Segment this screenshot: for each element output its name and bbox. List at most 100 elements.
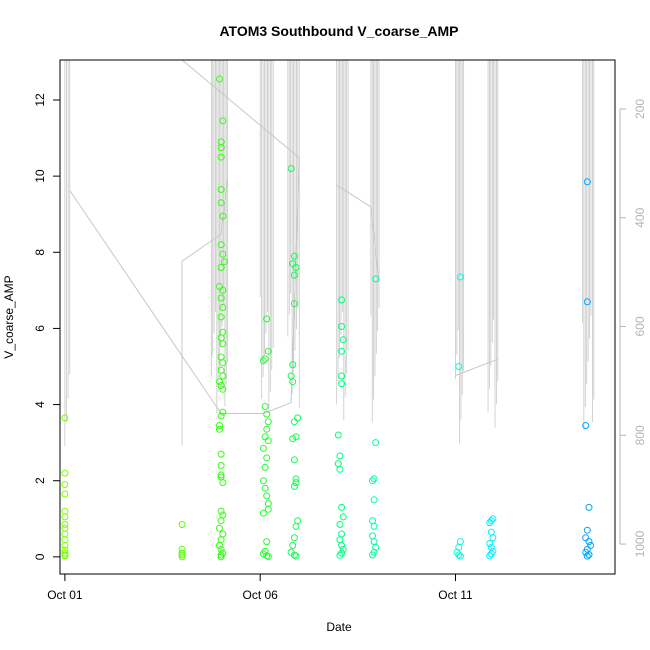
data-point (61, 536, 69, 544)
data-point (338, 372, 346, 380)
data-point (219, 530, 227, 538)
data-point (217, 382, 225, 389)
data-point (217, 264, 225, 271)
data-point (338, 380, 346, 388)
data-point (292, 264, 300, 271)
data-point (292, 475, 300, 483)
plot-frame (59, 59, 616, 575)
data-point (263, 538, 271, 546)
data-point (487, 550, 495, 558)
data-point (217, 507, 225, 515)
data-point (336, 551, 344, 559)
data-point (217, 517, 225, 525)
data-point (216, 75, 223, 83)
data-point (216, 378, 223, 386)
data-point (259, 357, 267, 365)
y-axis: 0 2 4 6 8 10 12 (33, 93, 60, 560)
data-point (583, 298, 591, 306)
y2-series-lines (64, 59, 595, 447)
data-point (219, 304, 227, 311)
data-point (489, 534, 497, 542)
data-point (178, 549, 186, 557)
data-point (261, 355, 269, 363)
data-point (287, 372, 295, 380)
data-point (217, 294, 225, 302)
data-point (219, 511, 227, 519)
data-point (263, 492, 271, 500)
data-point (219, 286, 227, 294)
data-point (219, 359, 227, 367)
data-point (219, 408, 227, 416)
data-point (487, 517, 495, 525)
data-point (455, 543, 463, 551)
data-point (372, 439, 380, 447)
data-point (264, 418, 272, 426)
data-point (217, 450, 225, 458)
y2-tick-label: 400 (633, 207, 647, 227)
data-point (217, 241, 225, 249)
y2-series-connector (181, 179, 229, 262)
data-point (370, 522, 378, 530)
data-point (336, 465, 344, 473)
data-point (486, 519, 494, 527)
y2-axis: 200 400 600 800 1000 (619, 99, 647, 557)
data-point (220, 258, 228, 266)
data-point (338, 323, 346, 330)
data-point (263, 410, 271, 418)
data-point (290, 534, 298, 542)
data-point (339, 513, 347, 521)
data-point (294, 517, 302, 525)
data-point (217, 462, 225, 469)
data-point (369, 551, 376, 559)
data-point (289, 361, 297, 369)
data-point (264, 437, 272, 445)
data-point (61, 490, 69, 498)
data-point (61, 549, 69, 557)
data-point (217, 545, 225, 553)
data-point (338, 541, 346, 549)
data-point (370, 475, 378, 483)
data-point (582, 422, 590, 429)
data-point (287, 165, 295, 172)
data-point (585, 503, 593, 511)
data-point (370, 538, 378, 546)
y2-tick-label: 800 (633, 425, 647, 445)
data-point (61, 469, 69, 477)
data-point (456, 273, 464, 281)
data-point (583, 526, 591, 534)
y-tick-label: 12 (33, 93, 47, 107)
data-point (486, 540, 494, 547)
data-point (289, 378, 297, 386)
data-point (372, 543, 380, 551)
data-point (178, 521, 186, 528)
data-point (216, 524, 223, 532)
data-point (61, 513, 69, 521)
data-point (369, 477, 376, 485)
data-point (219, 340, 227, 348)
data-point (264, 347, 272, 355)
data-point (334, 460, 342, 468)
x-tick-label: Oct 11 (438, 588, 473, 602)
data-point (61, 541, 69, 549)
data-point (338, 530, 346, 538)
data-point (219, 479, 227, 487)
data-point (217, 551, 225, 559)
data-point (455, 363, 463, 370)
data-point (219, 372, 227, 380)
data-point (264, 553, 272, 560)
y2-series-connector (455, 358, 498, 376)
data-point (259, 477, 267, 485)
y-tick-label: 4 (33, 401, 47, 408)
data-point (219, 250, 227, 258)
data-point (263, 454, 271, 462)
data-point (585, 551, 593, 559)
data-point (582, 534, 590, 542)
x-tick-label: Oct 06 (243, 588, 279, 602)
data-point (489, 515, 497, 523)
data-point (487, 543, 495, 551)
data-point (339, 545, 347, 553)
data-point (369, 517, 376, 525)
data-point (583, 552, 591, 560)
data-point (290, 482, 298, 490)
